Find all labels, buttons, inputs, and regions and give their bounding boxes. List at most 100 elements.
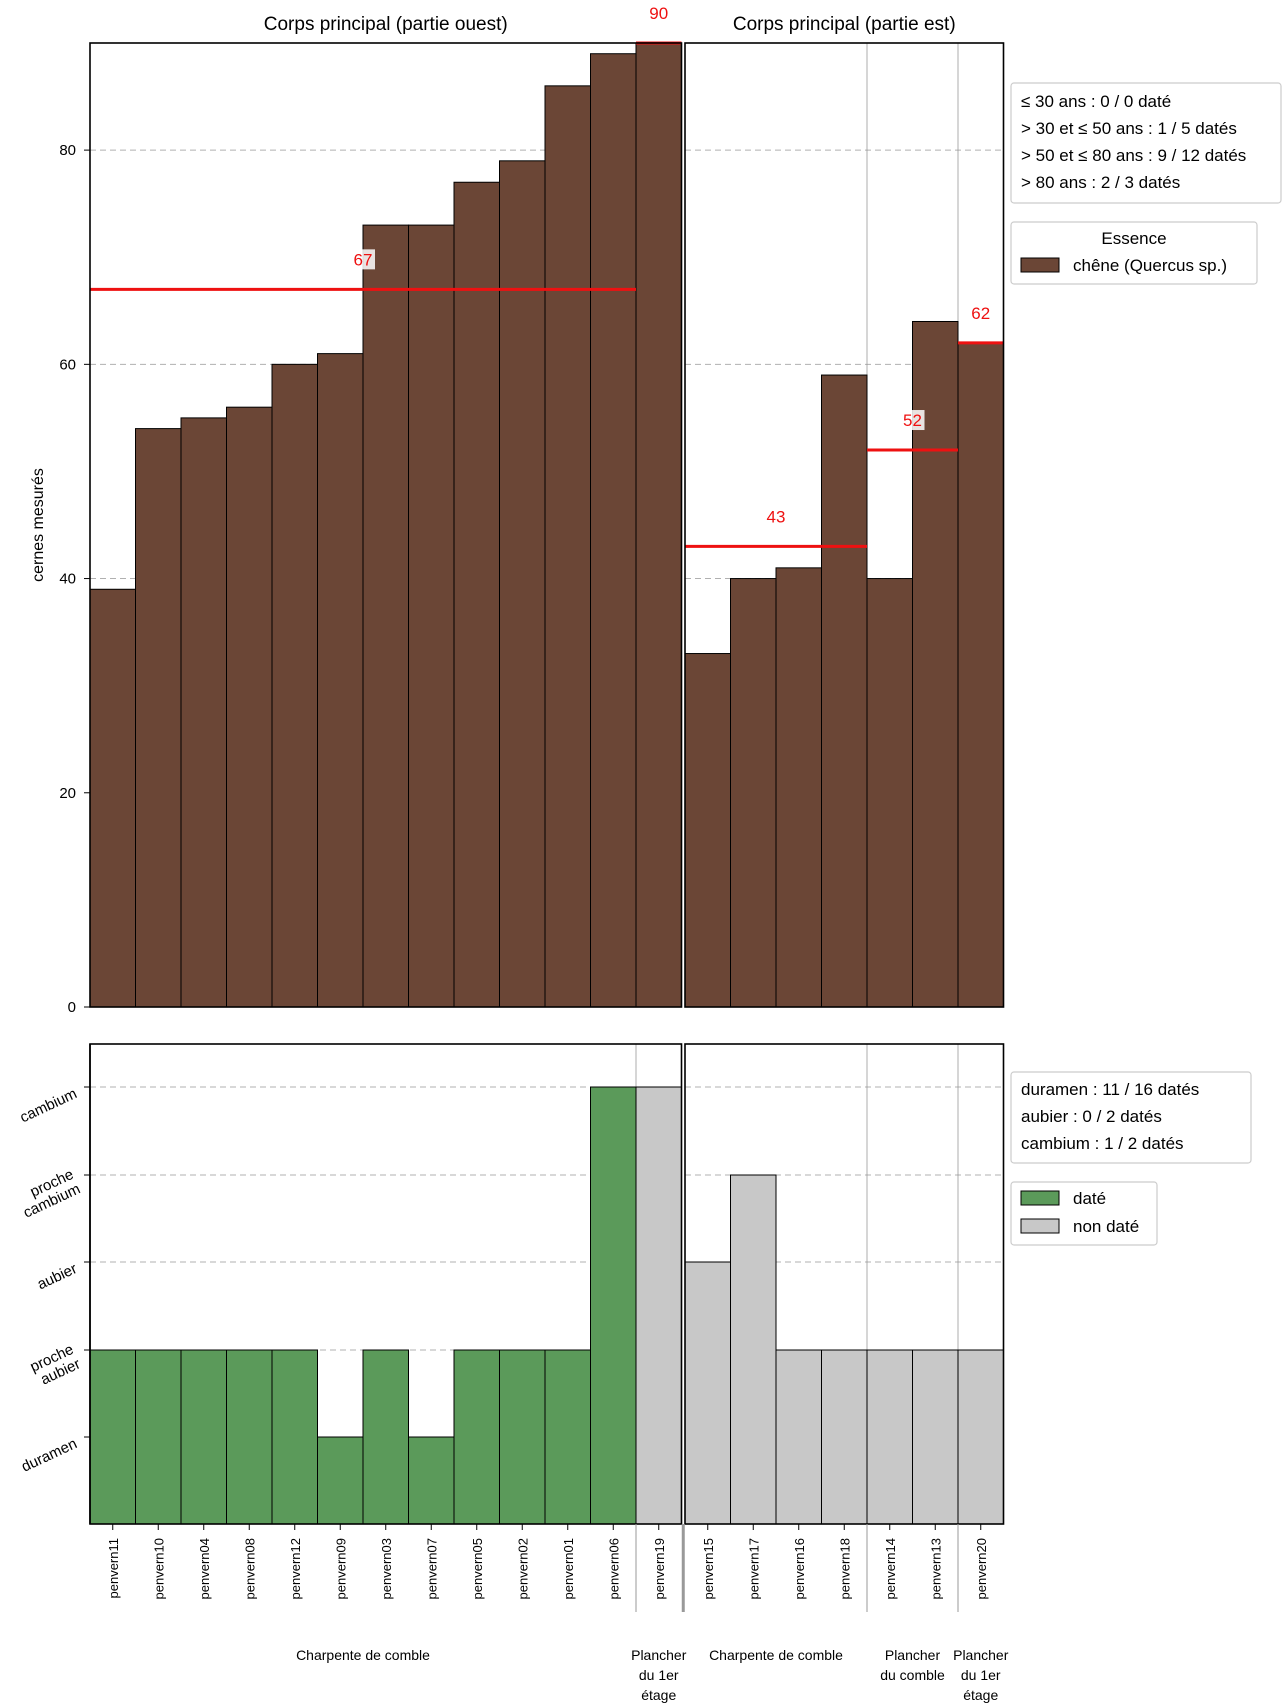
location-label-line: du 1er [961, 1667, 1001, 1683]
location-label-line: Charpente de comble [296, 1647, 430, 1663]
y-tick-label: 0 [68, 999, 76, 1016]
x-tick-label: penvern07 [424, 1538, 439, 1599]
bar-penvern12 [271, 363, 318, 1008]
location-label-line: étage [963, 1687, 998, 1703]
bar-penvern08 [226, 406, 273, 1008]
bar-penvern14 [866, 578, 913, 1008]
bar-penvern14 [866, 1349, 913, 1525]
bar-penvern04 [180, 1349, 227, 1525]
bar-penvern18 [821, 374, 868, 1008]
y-tick-label: cambium [17, 1085, 79, 1126]
x-tick-label: penvern15 [701, 1538, 716, 1599]
mean-label: 52 [903, 411, 922, 430]
legend-count-line: aubier : 0 / 2 datés [1021, 1107, 1162, 1126]
bar-penvern04 [180, 417, 227, 1008]
x-tick-label: penvern19 [652, 1538, 667, 1599]
x-tick-label: penvern09 [333, 1538, 348, 1599]
legend-count-line: > 30 et ≤ 50 ans : 1 / 5 datés [1021, 119, 1237, 138]
x-tick-label: penvern18 [837, 1538, 852, 1599]
x-tick-label: penvern05 [470, 1538, 485, 1599]
bar-penvern20 [957, 342, 1004, 1008]
y-tick-label: 40 [59, 571, 76, 588]
legend-swatch [1020, 1218, 1060, 1234]
x-tick-label: penvern12 [288, 1538, 303, 1599]
x-tick-label: penvern20 [974, 1538, 989, 1599]
legend-count-line: > 80 ans : 2 / 3 datés [1021, 173, 1180, 192]
y-tick-line: duramen [19, 1435, 80, 1475]
bar-penvern05 [453, 1349, 500, 1525]
bar-penvern02 [499, 1349, 546, 1525]
y-tick-label: prochecambium [14, 1166, 83, 1222]
bar-penvern17 [730, 578, 777, 1008]
x-tick-label: penvern13 [928, 1538, 943, 1599]
bar-penvern17 [730, 1174, 777, 1525]
bar-penvern15 [684, 1261, 731, 1525]
x-tick-label: penvern02 [515, 1538, 530, 1599]
mean-label-bg [351, 249, 375, 270]
mean-label: 43 [767, 507, 786, 526]
x-tick-label: penvern10 [151, 1538, 166, 1599]
bar-penvern20 [957, 1349, 1004, 1525]
bar-penvern13 [912, 1349, 959, 1525]
bar-penvern10 [135, 428, 182, 1008]
bar-penvern19 [635, 1086, 682, 1525]
bar-penvern12 [271, 1349, 318, 1525]
y-tick-line: aubier [35, 1260, 80, 1293]
bottom-panel: duramen procheaubier aubier prochecambium ca… [14, 1043, 1005, 1525]
y-tick-label: 60 [59, 356, 76, 373]
legend-count-line: > 50 et ≤ 80 ans : 9 / 12 datés [1021, 146, 1246, 165]
x-tick-label: penvern17 [746, 1538, 761, 1599]
location-label: Plancher du 1er étage [631, 1647, 687, 1703]
x-tick-label: penvern04 [197, 1538, 212, 1599]
location-label-line: Plancher [885, 1647, 941, 1663]
bar-penvern09 [317, 1436, 364, 1525]
legend-entry-label: non daté [1073, 1217, 1139, 1236]
bar-penvern15 [684, 653, 731, 1008]
x-axis: penvern11 penvern10 penvern04 penvern08 penv… [106, 1524, 1009, 1703]
legend-title: Essence [1101, 229, 1166, 248]
mean-label: 90 [649, 4, 668, 23]
legend-swatch [1020, 1190, 1060, 1206]
legend-entry-label: daté [1073, 1189, 1106, 1208]
legend-entry-label: chêne (Quercus sp.) [1073, 256, 1227, 275]
x-tick-label: penvern06 [606, 1538, 621, 1599]
location-label: Plancher du 1er étage [953, 1647, 1009, 1703]
legend-count-line: cambium : 1 / 2 datés [1021, 1134, 1184, 1153]
top-panel: 0 20 40 60 80 cernes mesurés Corps principal (… [30, 4, 1005, 1016]
legend-swatch [1020, 257, 1060, 273]
bar-penvern16 [775, 1349, 822, 1525]
location-label-line: Charpente de comble [709, 1647, 843, 1663]
bar-penvern11 [89, 588, 136, 1008]
legend-count-line: ≤ 30 ans : 0 / 0 daté [1021, 92, 1171, 111]
bar-penvern10 [135, 1349, 182, 1525]
bar-penvern11 [89, 1349, 136, 1525]
bar-penvern09 [317, 353, 364, 1008]
bar-penvern01 [544, 85, 591, 1008]
panel-frame [89, 42, 683, 1008]
y-tick-line: cambium [17, 1085, 79, 1126]
location-label: Charpente de comble [296, 1647, 430, 1663]
y-tick-label: duramen [19, 1435, 80, 1475]
y-tick-label: 20 [59, 785, 76, 802]
location-label: Plancher du comble [880, 1647, 945, 1683]
y-tick-label: aubier [35, 1260, 80, 1293]
location-label-line: du 1er [639, 1667, 679, 1683]
bar-penvern03 [362, 1349, 409, 1525]
x-tick-label: penvern11 [106, 1538, 121, 1598]
mean-label-bg [900, 410, 925, 431]
bar-penvern03 [362, 224, 409, 1008]
mean-label: 67 [354, 250, 373, 269]
x-tick-label: penvern03 [379, 1538, 394, 1599]
y-axis-label: cernes mesurés [30, 468, 47, 582]
location-label-line: étage [641, 1687, 676, 1703]
mean-label-bg [764, 506, 788, 527]
legend-box-counts [1010, 82, 1282, 204]
legends: ≤ 30 ans : 0 / 0 daté > 30 et ≤ 50 ans : … [1010, 82, 1282, 1246]
y-tick-label: procheaubier [28, 1341, 84, 1390]
legend-box-counts [1010, 1071, 1252, 1164]
bar-penvern05 [453, 181, 500, 1008]
y-tick-label: 80 [59, 142, 76, 159]
x-tick-label: penvern14 [883, 1538, 898, 1599]
bar-penvern19 [635, 42, 682, 1008]
